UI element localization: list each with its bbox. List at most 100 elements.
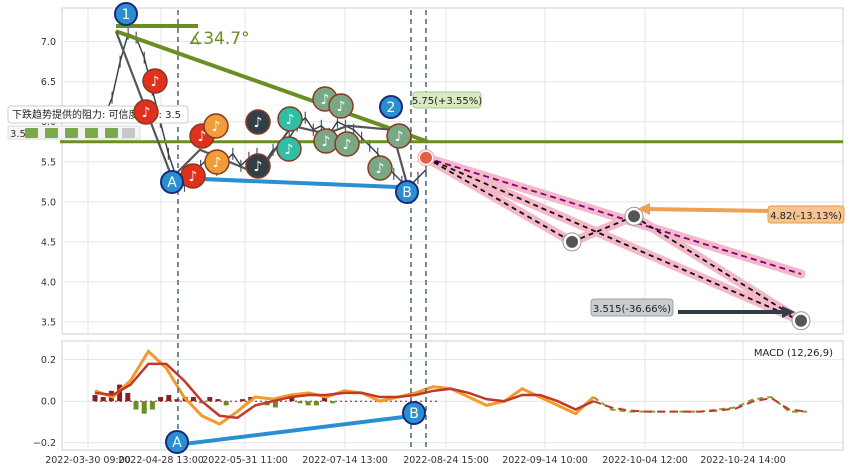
downtrend-line xyxy=(115,29,429,144)
macd-y-tick-label: 0.2 xyxy=(41,355,56,366)
x-tick-label: 2022-10-04 12:00 xyxy=(602,455,688,466)
macd-pivot-b-label: B xyxy=(409,406,419,422)
note-badge xyxy=(203,113,229,139)
macd-histogram-bar xyxy=(207,397,213,402)
macd-histogram-bar xyxy=(305,401,311,406)
macd-histogram-bar xyxy=(190,397,196,402)
pivot-1-label: 1 xyxy=(122,7,131,23)
pivot-b-label: B xyxy=(402,185,412,201)
macd-title: MACD (12,26,9) xyxy=(754,348,833,359)
note-badge-icon: ♪ xyxy=(213,155,222,171)
low-target-label-box xyxy=(590,298,674,317)
note-badge-icon: ♪ xyxy=(321,92,330,108)
x-tick-label: 2022-04-28 13:00 xyxy=(118,455,204,466)
pattern-annotations: ∡34.7° 5.75(+3.55%) 4.82(-13.13%) 3.515(-36… xyxy=(7,2,845,454)
note-badge xyxy=(142,68,168,94)
score-icon xyxy=(25,128,38,138)
note-badge-icon: ♪ xyxy=(395,129,404,145)
note-badge-icon: ♪ xyxy=(189,169,198,185)
note-badge-icon: ♪ xyxy=(151,74,160,90)
macd-histogram-bar xyxy=(166,394,172,402)
pivot-a-label: A xyxy=(167,175,177,191)
projection-point-mid xyxy=(628,210,640,223)
projection-path-dashed xyxy=(425,157,573,243)
macd-histogram-bar xyxy=(117,384,123,402)
macd-histogram-bar xyxy=(297,401,303,404)
y-tick-label: 3.5 xyxy=(41,317,56,328)
projection-point-low xyxy=(795,314,807,327)
projection-start-point xyxy=(420,151,432,164)
note-badge xyxy=(328,93,354,119)
note-badge xyxy=(204,149,230,175)
y-tick-label: 5.0 xyxy=(41,197,56,208)
panel-backgrounds xyxy=(61,7,844,451)
note-badge-icon: ♪ xyxy=(254,159,263,175)
mid-target-arrowhead xyxy=(637,203,650,215)
y-tick-label: 7.0 xyxy=(41,37,56,48)
score-icon xyxy=(45,128,58,138)
macd-pivot-a xyxy=(165,430,189,454)
note-badge-icon: ♪ xyxy=(376,161,385,177)
macd-y-tick-label: −0.2 xyxy=(33,438,56,449)
macd-histogram-bar xyxy=(322,397,328,402)
upper-target-label-box xyxy=(412,91,482,109)
macd-histogram-bar xyxy=(174,399,180,402)
note-badge xyxy=(334,131,360,157)
note-badge xyxy=(277,106,303,132)
angle-label: ∡34.7° xyxy=(188,29,250,49)
macd-histogram-bar xyxy=(223,401,229,406)
pivot-2 xyxy=(379,95,403,119)
note-badge-icon: ♪ xyxy=(198,129,207,145)
signal-projection xyxy=(593,397,808,413)
projection-point-mid-low xyxy=(566,235,578,248)
note-badge-icon: ♪ xyxy=(286,112,295,128)
macd-pivot-a-label: A xyxy=(172,435,182,451)
macd-histogram-bar xyxy=(141,401,147,414)
y-tick-label: 4.5 xyxy=(41,237,56,248)
macd-histogram-bar xyxy=(125,392,131,402)
projection-path-dashed xyxy=(633,215,802,322)
low-target-label: 3.515(-36.66%) xyxy=(593,304,671,315)
macd-histogram-bar xyxy=(92,394,98,402)
x-tick-label: 2022-09-14 10:00 xyxy=(502,455,588,466)
macd-histogram-bar xyxy=(133,401,139,410)
macd-histogram-bar xyxy=(330,401,336,404)
pivot-1 xyxy=(114,2,138,26)
note-badge xyxy=(133,99,159,125)
score-icon xyxy=(105,128,118,138)
x-tick-label: 2022-07-14 13:00 xyxy=(302,455,388,466)
mid-target-label-box xyxy=(767,205,845,224)
x-tick-label: 2022-10-24 14:00 xyxy=(700,455,786,466)
note-badge xyxy=(245,109,271,135)
macd-pivot-b xyxy=(402,401,426,425)
x-tick-label: 2022-03-30 09:00 xyxy=(45,455,131,466)
note-badge-icon: ♪ xyxy=(285,142,294,158)
y-tick-label: 5.5 xyxy=(41,157,56,168)
projection-band xyxy=(421,153,806,326)
projection-path-dashed xyxy=(571,215,635,243)
macd-y-tick-label: 0.0 xyxy=(41,397,56,408)
note-badge-icon: ♪ xyxy=(343,137,352,153)
macd-histogram-bar xyxy=(149,401,155,410)
score-icon xyxy=(65,128,78,138)
upper-target-label: 5.75(+3.55%) xyxy=(412,96,482,107)
projection-upper-dashed xyxy=(425,156,802,275)
mid-target-label: 4.82(-13.13%) xyxy=(770,211,842,222)
note-badge-icon: ♪ xyxy=(322,134,331,150)
macd-y-axis: 0.2 0.0 −0.2 xyxy=(33,355,56,449)
macd-histogram-bar xyxy=(240,399,246,402)
pivot-b xyxy=(395,180,419,204)
low-target-arrowhead xyxy=(782,306,795,318)
score-icon xyxy=(122,128,135,138)
score-icon xyxy=(85,128,98,138)
macd-histogram-bar xyxy=(100,397,106,402)
macd-histogram-bar xyxy=(158,397,164,402)
note-badge xyxy=(367,155,393,181)
note-badge xyxy=(276,136,302,162)
note-badge-icon: ♪ xyxy=(337,99,346,115)
y-tick-label: 6.5 xyxy=(41,77,56,88)
price-y-axis: 7.06.56.05.55.04.54.03.5 xyxy=(41,37,56,328)
note-badge-icon: ♪ xyxy=(212,119,221,135)
